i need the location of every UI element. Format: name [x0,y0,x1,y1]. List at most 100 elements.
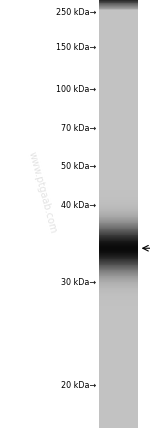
Bar [99,359,138,360]
Bar [99,294,138,295]
Bar [99,147,138,148]
Bar [99,12,138,13]
Bar [99,376,138,377]
Bar [99,25,138,26]
Bar [99,61,138,62]
Bar [99,371,138,372]
Text: 250 kDa→: 250 kDa→ [56,8,96,18]
Bar [99,137,138,138]
Bar [99,365,138,366]
Bar [99,75,138,76]
Bar [99,368,138,369]
Bar [99,364,138,365]
Bar [99,315,138,316]
Bar [99,186,138,187]
Bar [99,169,138,170]
Bar [99,411,138,412]
Bar [99,423,138,424]
Bar [99,18,138,19]
Bar [99,173,138,174]
Bar [99,347,138,348]
Bar [99,28,138,29]
Bar [99,180,138,181]
Bar [99,396,138,397]
Bar [99,232,138,233]
Bar [99,400,138,401]
Bar [99,379,138,380]
Bar [99,19,138,20]
Bar [99,265,138,266]
Bar [99,427,138,428]
Bar [99,412,138,413]
Bar [99,26,138,27]
Bar [99,183,138,184]
Bar [99,382,138,383]
Bar [99,327,138,328]
Bar [99,156,138,157]
Bar [99,99,138,100]
Bar [99,60,138,61]
Bar [99,228,138,229]
Bar [99,326,138,327]
Bar [99,104,138,105]
Bar [99,57,138,58]
Bar [99,22,138,23]
Bar [99,140,138,141]
Bar [99,229,138,230]
Bar [99,69,138,70]
Bar [99,71,138,72]
Bar [99,110,138,111]
Bar [99,389,138,390]
Bar [99,420,138,421]
Bar [99,328,138,329]
Bar [99,216,138,217]
Bar [99,377,138,378]
Bar [99,383,138,384]
Bar [99,295,138,296]
Bar [99,143,138,144]
Bar [99,392,138,393]
Bar [99,386,138,387]
Bar [99,194,138,195]
Bar [99,237,138,238]
Bar [99,395,138,396]
Bar [99,134,138,135]
Bar [99,87,138,88]
Bar [99,213,138,214]
Bar [99,221,138,222]
Bar [99,63,138,64]
Bar [99,215,138,216]
Bar [99,112,138,113]
Bar [99,49,138,50]
Bar [99,426,138,427]
Bar [99,247,138,248]
Bar [99,286,138,287]
Bar [99,37,138,38]
Bar [99,23,138,24]
Bar [99,272,138,273]
Bar [99,264,138,265]
Bar [99,289,138,290]
Bar [99,181,138,182]
Bar [99,301,138,302]
Bar [99,52,138,53]
Bar [99,17,138,18]
Bar [99,224,138,225]
Bar [99,333,138,334]
Bar [99,330,138,331]
Bar [99,5,138,6]
Bar [99,81,138,82]
Bar [99,153,138,154]
Bar [99,34,138,35]
Bar [99,160,138,161]
Bar [99,2,138,3]
Bar [99,77,138,78]
Bar [99,227,138,228]
Bar [99,89,138,90]
Bar [99,128,138,129]
Bar [99,222,138,223]
Bar [99,373,138,374]
Bar [99,145,138,146]
Bar [99,154,138,155]
Bar [99,401,138,402]
